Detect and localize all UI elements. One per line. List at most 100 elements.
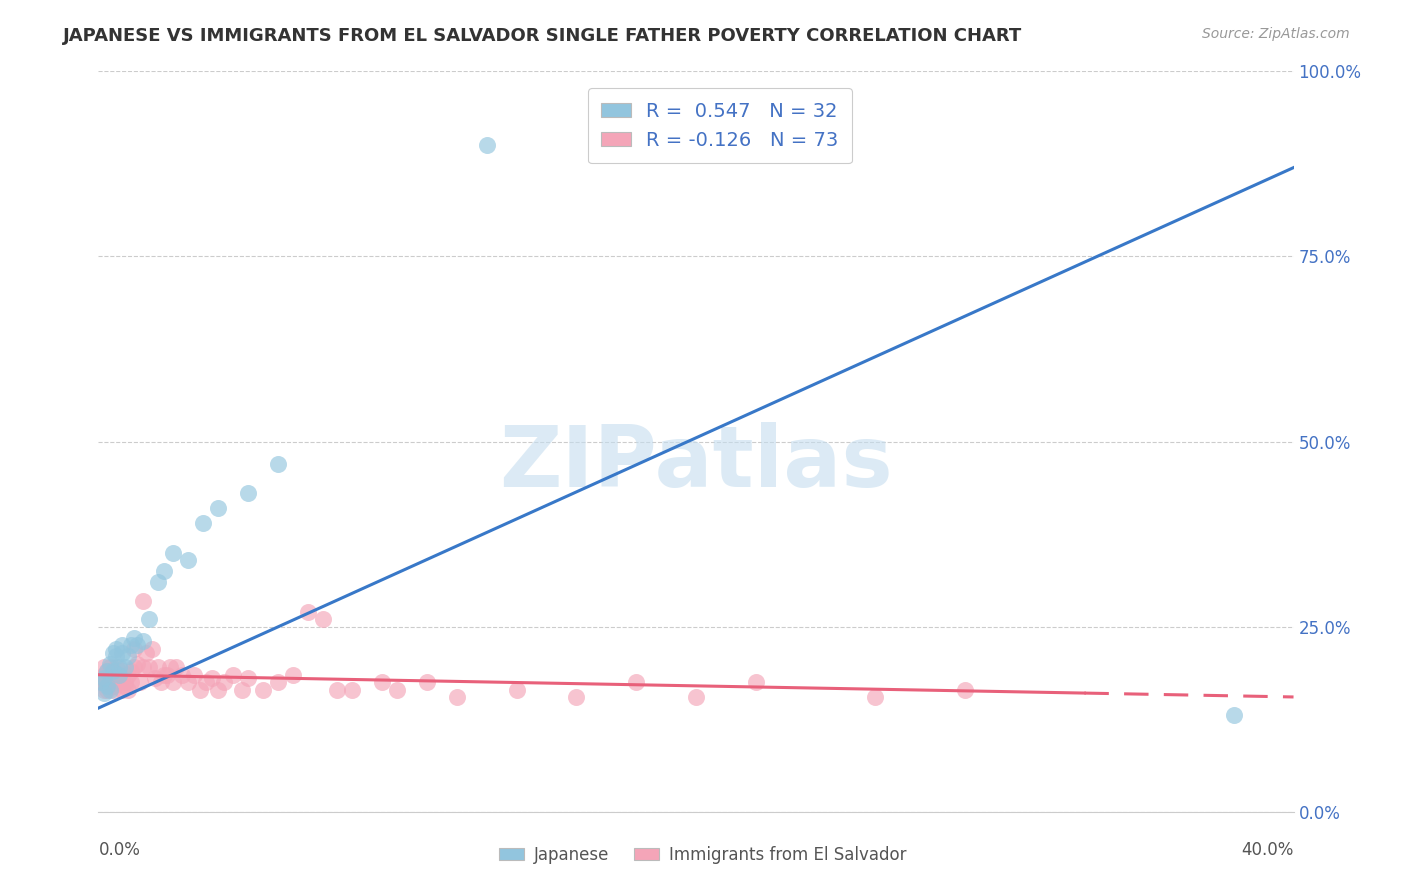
Point (212, 675, 235, 690)
Point (93, 660, 115, 674)
Point (93, 686, 115, 700)
Point (120, 638, 142, 652)
Point (98, 657, 122, 671)
Point (416, 675, 439, 690)
Point (150, 675, 173, 690)
Point (1223, 708, 1246, 723)
Point (108, 667, 131, 681)
Point (135, 646, 157, 660)
Point (98, 660, 122, 674)
Point (90, 672, 112, 686)
Point (231, 682, 253, 697)
Point (117, 649, 139, 664)
Point (385, 682, 409, 697)
Point (195, 675, 218, 690)
Point (103, 679, 125, 693)
Point (108, 660, 131, 674)
Point (165, 660, 187, 674)
Point (98, 672, 122, 686)
Point (207, 682, 229, 697)
Point (103, 667, 125, 681)
Point (252, 682, 274, 697)
Point (172, 667, 194, 681)
Point (506, 682, 529, 697)
Point (111, 682, 134, 697)
Point (90, 675, 112, 690)
Point (90, 675, 112, 690)
Point (183, 667, 205, 681)
Point (138, 660, 160, 674)
Point (311, 612, 333, 626)
Point (124, 631, 146, 645)
Point (148, 660, 170, 674)
Point (114, 675, 136, 690)
Point (153, 564, 176, 578)
Point (129, 675, 152, 690)
Text: JAPANESE VS IMMIGRANTS FROM EL SALVADOR SINGLE FATHER POVERTY CORRELATION CHART: JAPANESE VS IMMIGRANTS FROM EL SALVADOR … (63, 27, 1022, 45)
Point (105, 649, 128, 664)
Point (162, 546, 184, 560)
Point (93, 682, 115, 697)
Point (207, 501, 229, 516)
Point (188, 682, 211, 697)
Text: 40.0%: 40.0% (1241, 841, 1294, 859)
Point (326, 682, 349, 697)
Point (105, 672, 128, 686)
Point (201, 672, 224, 686)
Point (114, 660, 136, 674)
Text: ZIPatlas: ZIPatlas (499, 422, 893, 505)
Point (267, 457, 290, 471)
Point (117, 682, 139, 697)
Legend: Japanese, Immigrants from El Salvador: Japanese, Immigrants from El Salvador (492, 839, 914, 871)
Point (103, 682, 125, 697)
Point (105, 660, 128, 674)
Point (267, 675, 290, 690)
Point (96, 664, 118, 678)
Point (953, 682, 976, 697)
Point (124, 660, 146, 674)
Point (120, 675, 142, 690)
Point (111, 664, 134, 678)
Point (96, 675, 118, 690)
Point (132, 660, 155, 674)
Point (141, 641, 163, 656)
Point (138, 612, 160, 626)
Point (236, 672, 259, 686)
Point (148, 575, 170, 590)
Point (120, 664, 142, 678)
Legend: R =  0.547   N = 32, R = -0.126   N = 73: R = 0.547 N = 32, R = -0.126 N = 73 (588, 88, 852, 163)
Point (93, 667, 115, 681)
Point (124, 641, 146, 656)
Point (159, 660, 181, 674)
Point (156, 667, 179, 681)
Point (111, 672, 134, 686)
Point (162, 675, 184, 690)
Point (475, 138, 498, 153)
Point (96, 664, 118, 678)
Point (177, 553, 200, 567)
Point (565, 690, 588, 704)
Point (98, 675, 122, 690)
Point (132, 593, 155, 607)
Point (132, 634, 155, 648)
Point (281, 667, 304, 681)
Point (143, 672, 166, 686)
Point (685, 690, 707, 704)
Point (105, 641, 128, 656)
Point (127, 657, 149, 671)
Point (297, 605, 319, 619)
Point (103, 664, 125, 678)
Point (96, 679, 118, 693)
Point (117, 667, 139, 681)
Point (111, 638, 134, 652)
Point (127, 638, 149, 652)
Point (371, 675, 394, 690)
Point (222, 667, 245, 681)
Point (745, 675, 768, 690)
Point (191, 516, 214, 530)
Point (446, 690, 468, 704)
Point (108, 667, 131, 681)
Point (93, 672, 115, 686)
Point (236, 486, 259, 500)
Point (96, 682, 118, 697)
